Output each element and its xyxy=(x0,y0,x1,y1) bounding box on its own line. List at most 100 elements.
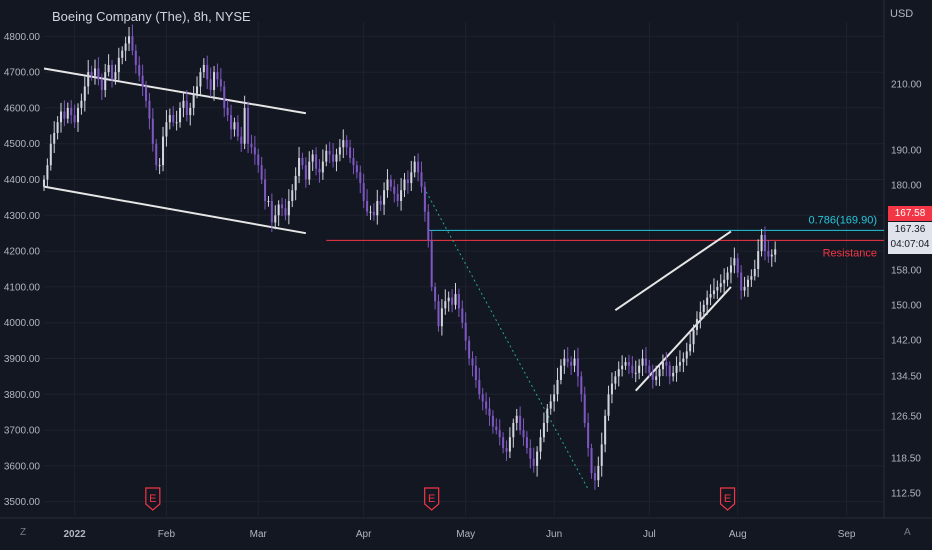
candle-body xyxy=(301,158,304,166)
time-tick-label: Apr xyxy=(356,529,372,540)
earnings-marker[interactable]: E xyxy=(424,487,440,511)
last-price: 167.36 xyxy=(894,224,926,235)
candle-body xyxy=(451,297,454,305)
candle-body xyxy=(580,376,583,395)
time-axis[interactable]: 2022 Feb Mar Apr May Jun Jul Aug Sep xyxy=(63,529,855,540)
candle-body xyxy=(522,430,525,438)
earnings-badge xyxy=(145,487,161,511)
time-tick-label: Sep xyxy=(838,529,856,540)
candle-body xyxy=(162,136,165,166)
candle-body xyxy=(682,358,685,363)
earnings-badge xyxy=(719,487,736,511)
candles xyxy=(42,24,777,490)
candle-body xyxy=(93,68,97,76)
candle-body xyxy=(42,179,46,187)
candle-body xyxy=(719,283,722,287)
time-tick-label: Aug xyxy=(729,529,747,540)
timezone-button[interactable]: Z xyxy=(20,527,27,538)
candle-body xyxy=(638,365,641,373)
candle-body xyxy=(566,358,569,363)
resistance-label: Resistance xyxy=(823,247,877,259)
right-tick-label: 190.00 xyxy=(891,146,922,157)
candle-body xyxy=(379,200,382,205)
candle-body xyxy=(604,415,607,445)
candle-body xyxy=(287,200,290,216)
right-tick-label: 112.50 xyxy=(891,489,921,500)
candle-body xyxy=(192,93,195,108)
candle-body xyxy=(206,64,209,80)
candle-body xyxy=(128,36,131,44)
candle-body xyxy=(362,183,365,201)
candle-body xyxy=(83,86,86,101)
candle-body xyxy=(413,161,416,173)
candle-body xyxy=(243,107,246,144)
candle-body xyxy=(417,161,420,173)
candle-body xyxy=(332,154,335,162)
candle-body xyxy=(189,107,192,116)
candle-body xyxy=(328,150,331,155)
candle-body xyxy=(746,279,749,287)
candle-body xyxy=(464,322,467,341)
candle-body xyxy=(236,122,239,137)
candle-body xyxy=(223,86,226,108)
candle-body xyxy=(345,140,348,148)
candle-body xyxy=(491,415,494,427)
candle-body xyxy=(519,415,522,431)
candle-body xyxy=(447,297,450,302)
left-price-axis[interactable]: 4800.00 4700.00 4600.00 4500.00 4400.00 4300.… xyxy=(4,32,41,508)
candle-body xyxy=(355,165,358,173)
earnings-letter: E xyxy=(724,493,731,505)
candle-body xyxy=(53,132,56,144)
candle-body xyxy=(141,75,144,87)
earnings-marker[interactable]: E xyxy=(145,487,161,511)
candle-body xyxy=(627,362,630,366)
left-tick-label: 3900.00 xyxy=(4,354,41,365)
candle-body xyxy=(240,136,243,144)
right-tick-label: 142.00 xyxy=(891,336,922,347)
candle-body xyxy=(148,100,151,119)
candle-body xyxy=(158,165,161,167)
left-tick-label: 3500.00 xyxy=(4,497,41,508)
left-tick-label: 4800.00 xyxy=(4,32,41,43)
earnings-letter: E xyxy=(149,493,156,505)
candle-body xyxy=(563,358,566,366)
candle-body xyxy=(583,394,586,423)
candle-body xyxy=(376,200,379,216)
channel-line xyxy=(614,230,732,311)
candle-body xyxy=(444,301,447,309)
right-price-axis[interactable]: 210.00190.00180.00168.00158.00150.00142.… xyxy=(891,80,922,500)
candle-body xyxy=(46,165,49,180)
candle-body xyxy=(406,179,409,184)
bar-countdown: 04:07:04 xyxy=(890,239,930,250)
earnings-marker[interactable]: E xyxy=(719,487,736,511)
candle-body xyxy=(410,172,413,184)
candle-body xyxy=(699,311,702,320)
candle-body xyxy=(80,100,83,108)
candle-body xyxy=(542,422,545,438)
candle-body xyxy=(213,72,216,91)
candle-body xyxy=(318,168,321,173)
left-tick-label: 4400.00 xyxy=(4,175,41,186)
candle-body xyxy=(298,158,301,176)
candle-body xyxy=(546,408,549,423)
candle-body xyxy=(675,365,678,373)
candle-body xyxy=(763,234,766,252)
candle-body xyxy=(767,251,770,257)
candle-body xyxy=(614,376,617,384)
candle-body xyxy=(277,204,280,216)
auto-scale-button[interactable]: A xyxy=(904,527,911,538)
candle-body xyxy=(366,200,369,212)
candle-body xyxy=(396,193,399,201)
candle-body xyxy=(736,258,739,273)
candle-body xyxy=(230,115,233,130)
candle-body xyxy=(155,143,158,166)
candle-body xyxy=(692,329,695,345)
channel-line xyxy=(635,286,732,392)
candle-body xyxy=(386,179,389,191)
channel-line xyxy=(43,185,307,235)
candle-body xyxy=(393,186,396,194)
candle-body xyxy=(607,394,610,416)
candle-body xyxy=(621,365,624,370)
